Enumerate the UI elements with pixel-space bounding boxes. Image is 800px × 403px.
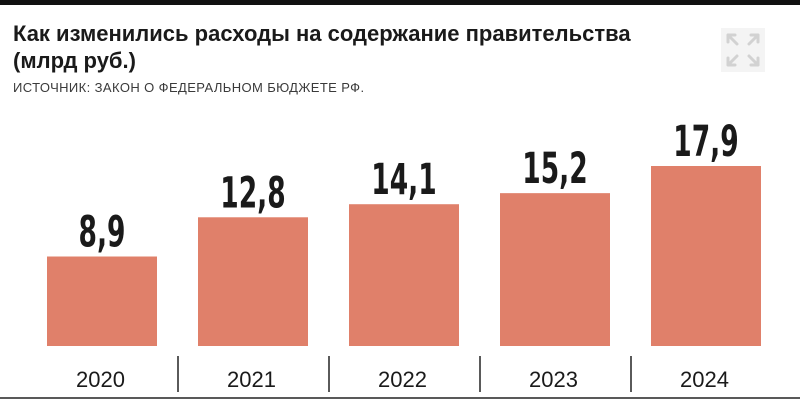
chart-title: Как изменились расходы на содержание пра… [13, 21, 631, 73]
x-tick-label-2021: 2021 [227, 367, 276, 392]
value-label-2024: 17,9 [673, 118, 738, 167]
bar-2024 [651, 166, 761, 346]
value-label-2021: 12,8 [220, 169, 285, 218]
expand-arrows-icon [721, 28, 765, 72]
top-rule [0, 0, 800, 5]
value-label-2020: 8,9 [79, 208, 126, 257]
x-tick-label-2020: 2020 [76, 367, 125, 392]
chart-source: ИСТОЧНИК: ЗАКОН О ФЕДЕРАЛЬНОМ БЮДЖЕТЕ РФ… [13, 80, 365, 95]
x-tick-label-2023: 2023 [529, 367, 578, 392]
bar-2020 [47, 256, 157, 346]
bar-2022 [349, 204, 459, 346]
bar-2023 [500, 193, 610, 346]
value-label-2023: 15,2 [522, 145, 587, 194]
bar-2021 [198, 217, 308, 346]
value-label-2022: 14,1 [371, 156, 436, 205]
x-tick-label-2024: 2024 [680, 367, 729, 392]
x-tick-label-2022: 2022 [378, 367, 427, 392]
